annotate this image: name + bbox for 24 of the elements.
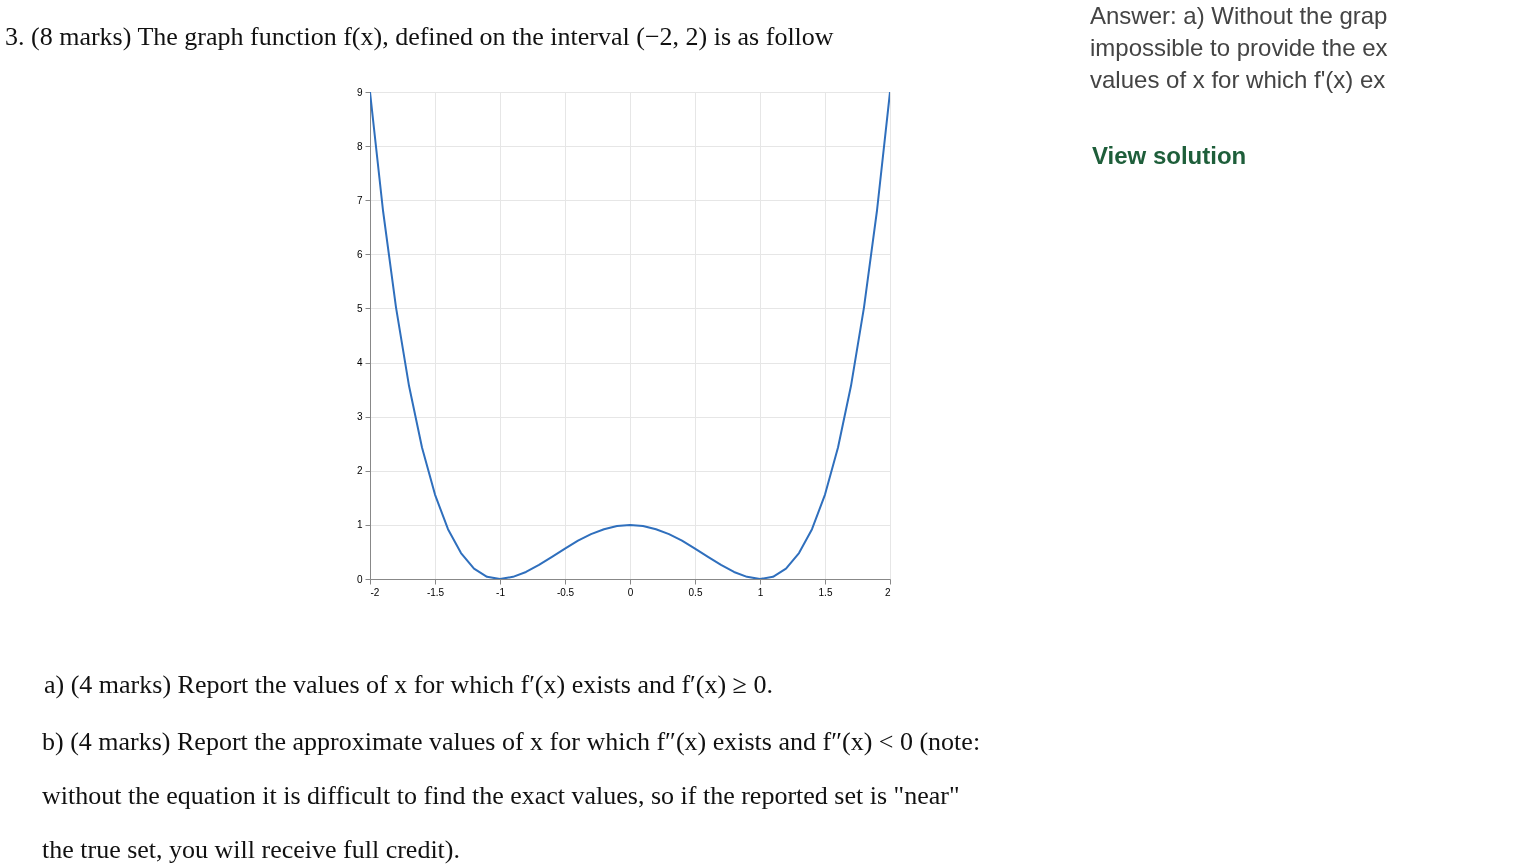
y-tick-label: 2 [356, 465, 363, 477]
text: Answer: a) Without the grap impossible to provide the ex values of x for which f'(x) ex [1090, 2, 1388, 93]
text: b) (4 marks) Report the approximate values of x for which f″(x) exists and f″(x) < 0 (note: without the equation it is difficult to find the exact values, so if the reported set is "near" the true set, you will receive full credit). [42, 727, 981, 864]
y-tick-label: 7 [356, 194, 363, 206]
x-tick-label: 0.5 [688, 586, 703, 598]
x-tick-label: -1.5 [426, 586, 445, 598]
x-tick-label: 1.5 [818, 586, 833, 598]
x-tick-label: 0 [627, 586, 634, 598]
x-tick-label: -2 [370, 586, 380, 598]
y-tick-label: 0 [356, 573, 363, 585]
y-tick-label: 1 [356, 519, 363, 531]
y-tick-label: 4 [356, 357, 363, 369]
y-tick-label: 6 [356, 248, 363, 260]
text: View solution [1092, 142, 1247, 169]
text: a) (4 marks) Report the values of x for which f′(x) exists and f′(x) ≥ 0. [44, 670, 773, 699]
y-tick-label: 3 [356, 411, 363, 423]
x-tick-label: -0.5 [556, 586, 575, 598]
x-tick-label: 2 [884, 586, 891, 598]
chart-title: 3. (8 marks) The graph function f(x), defined on the interval (−2, 2) is as follow [5, 22, 834, 51]
x-tick-label: -1 [496, 586, 506, 598]
y-tick-label: 8 [356, 140, 363, 152]
y-tick-label: 5 [356, 302, 363, 314]
x-tick-label: 1 [757, 586, 764, 598]
y-tick-label: 9 [356, 86, 363, 98]
